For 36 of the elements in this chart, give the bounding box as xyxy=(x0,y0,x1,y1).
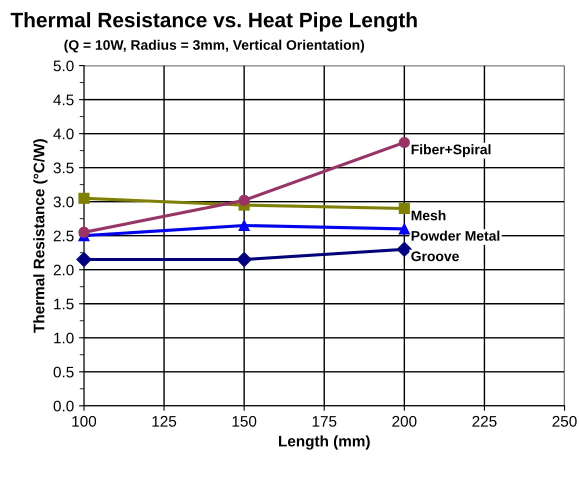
x-tick-label: 100 xyxy=(72,416,96,427)
point xyxy=(78,192,90,204)
y-tick-label: 4.5 xyxy=(53,94,74,106)
y-tick-label: 3.0 xyxy=(54,196,74,208)
y-tick-label: 2.0 xyxy=(54,264,74,276)
point xyxy=(398,202,410,214)
point xyxy=(238,194,250,206)
chart-subtitle: (Q = 10W, Radius = 3mm, Vertical Orientation) xyxy=(64,40,364,53)
point xyxy=(238,220,250,232)
y-tick-label: 0.0 xyxy=(54,400,74,412)
point xyxy=(78,226,90,238)
point xyxy=(398,136,410,148)
y-tick-label: 2.5 xyxy=(54,230,74,242)
y-tick-label: 3.5 xyxy=(54,162,74,174)
y-tick-label: 1.0 xyxy=(54,332,74,344)
series-label: Fiber+Spiral xyxy=(412,144,490,158)
x-tick-label: 250 xyxy=(552,416,577,427)
series-label: Powder Metal xyxy=(412,230,500,241)
y-tick-label: 0.5 xyxy=(54,366,74,378)
chart-title: Thermal Resistance vs. Heat Pipe Length xyxy=(10,12,417,32)
y-tick-label: 4.0 xyxy=(53,128,74,140)
x-axis-title: Length (mm) xyxy=(279,435,370,450)
y-axis-title: Thermal Resistance (°C/W) xyxy=(33,139,48,333)
point xyxy=(236,252,252,268)
x-tick-label: 150 xyxy=(232,416,256,427)
x-tick-label: 225 xyxy=(472,416,497,427)
x-tick-label: 200 xyxy=(392,416,416,427)
point xyxy=(398,223,410,234)
y-tick-label: 5.0 xyxy=(54,60,74,72)
series-label: Groove xyxy=(411,251,459,262)
y-tick-label: 1.5 xyxy=(54,298,74,310)
series-label: Mesh xyxy=(412,210,446,220)
x-tick-label: 175 xyxy=(312,416,336,427)
point xyxy=(396,242,412,257)
point xyxy=(76,252,92,268)
x-tick-label: 125 xyxy=(152,416,176,427)
